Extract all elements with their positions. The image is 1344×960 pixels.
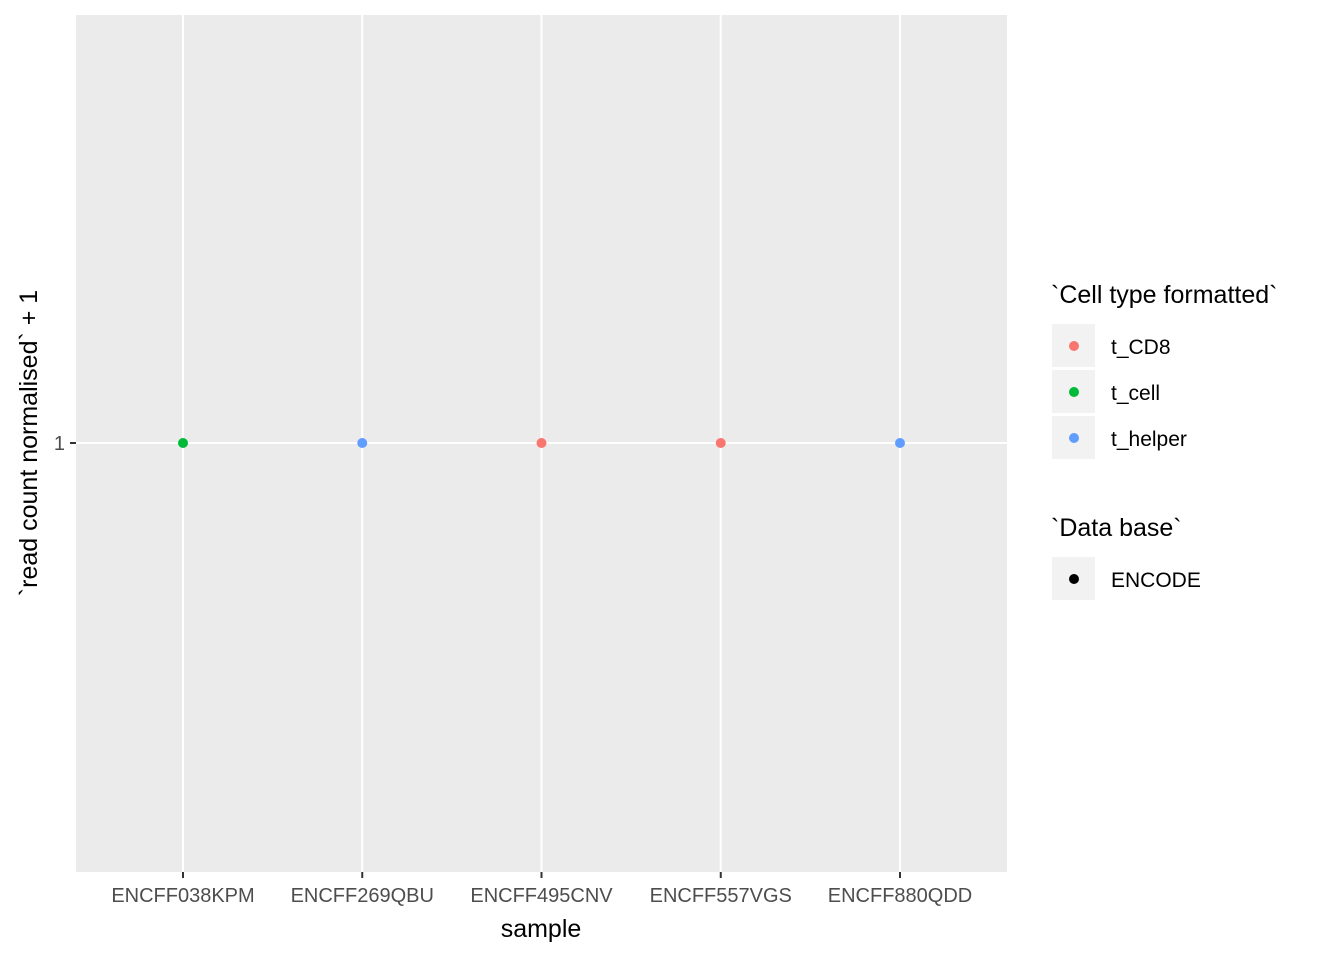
x-tick-label: ENCFF495CNV [470,885,613,907]
x-axis: ENCFF038KPM ENCFF269QBU ENCFF495CNV ENCFF55… [111,872,972,907]
x-tick-label: ENCFF038KPM [111,885,254,907]
legend-item: t_helper [1052,416,1187,459]
data-point [178,438,188,448]
data-point [895,438,905,448]
legend-label: ENCODE [1111,569,1201,592]
data-point [357,438,368,448]
legend-marker [1069,433,1079,443]
legend-title: `Cell type formatted` [1051,281,1277,309]
x-axis-title: sample [501,915,582,943]
legend-label: t_cell [1111,382,1160,405]
data-point [715,438,726,448]
x-tick-label: ENCFF269QBU [291,885,434,907]
y-tick-label: 1 [54,433,65,455]
legend-marker [1069,341,1079,351]
legend-marker [1069,574,1079,584]
data-points [178,438,905,448]
legend-item: t_CD8 [1052,324,1171,367]
legend-label: t_CD8 [1111,336,1171,359]
x-tick-label: ENCFF880QDD [828,885,972,907]
y-axis: 1 [54,433,76,455]
legend-marker [1069,387,1079,397]
x-tick-label: ENCFF557VGS [650,885,792,907]
legend-label: t_helper [1111,428,1187,451]
data-point [536,438,547,448]
legend-item: t_cell [1052,370,1160,413]
legend: `Cell type formatted` t_CD8 t_cell t_helper… [1051,281,1277,600]
y-axis-title: `read count normalised` + 1 [15,290,43,596]
legend-title: `Data base` [1051,514,1182,542]
legend-item: ENCODE [1052,557,1201,600]
